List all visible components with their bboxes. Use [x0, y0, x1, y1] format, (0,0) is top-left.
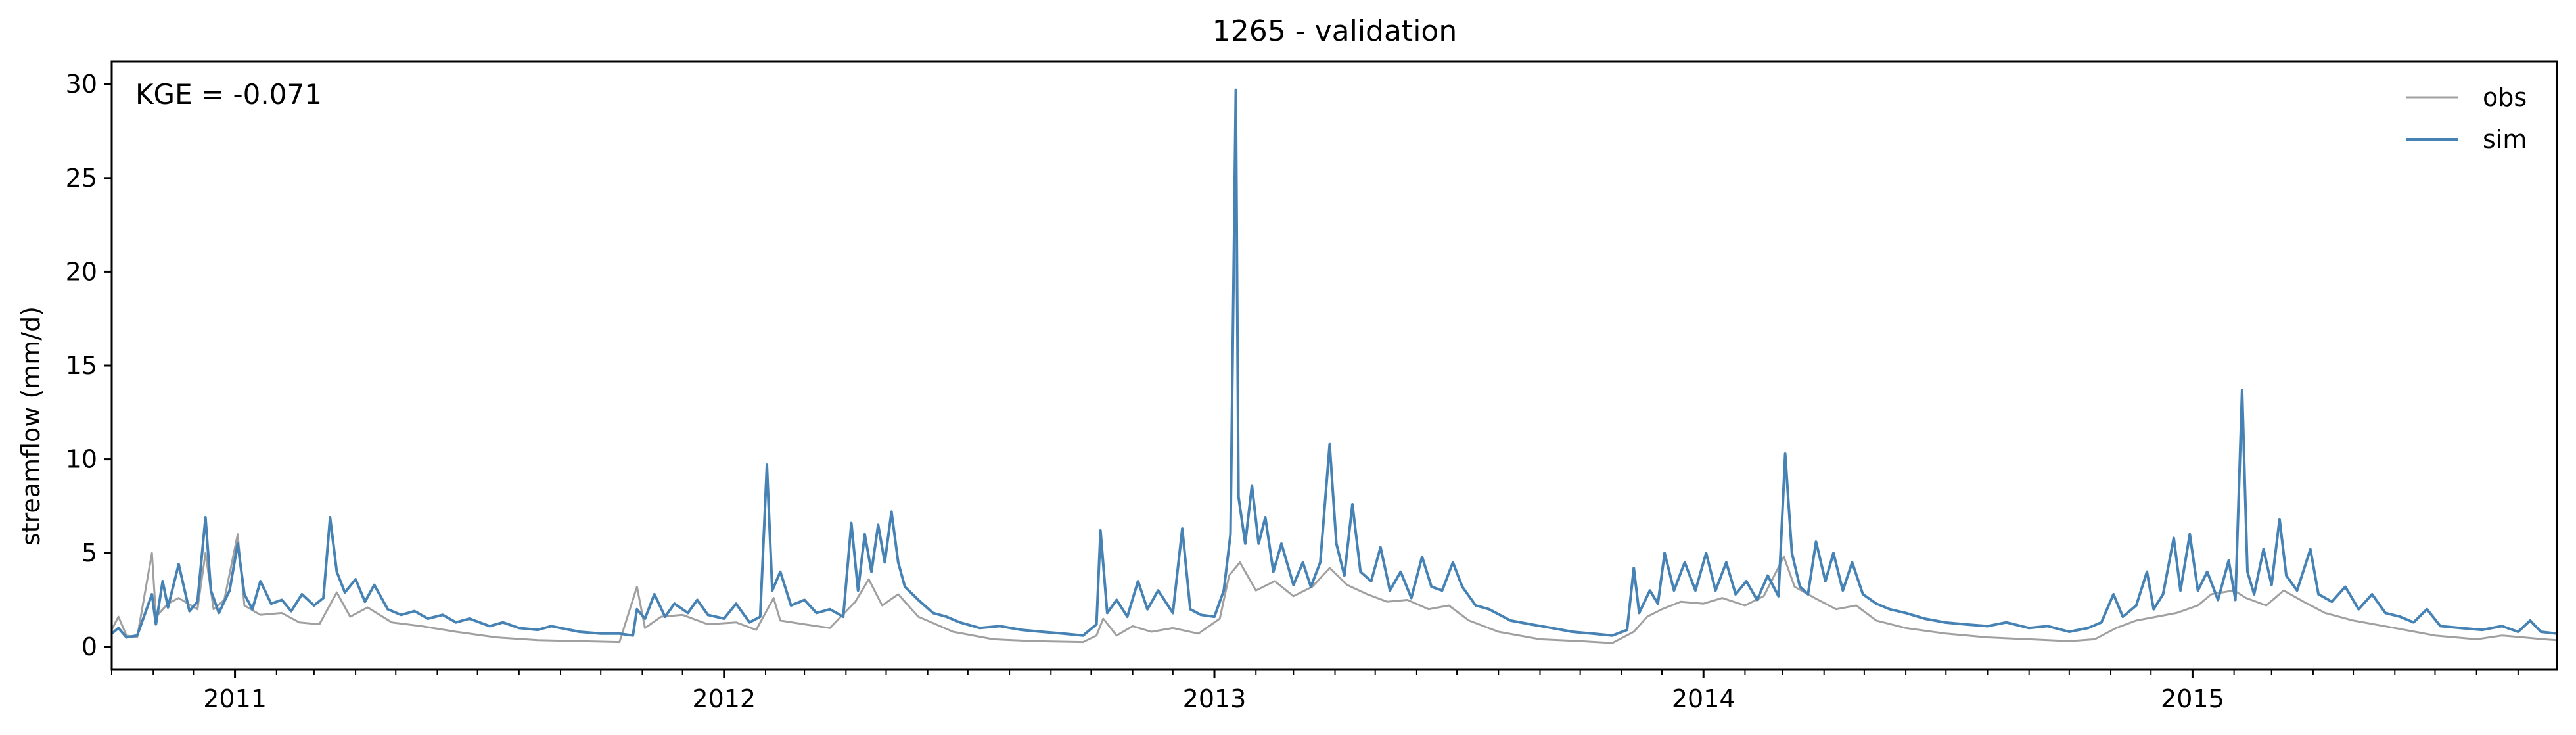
- y-tick-label: 5: [81, 538, 97, 567]
- y-axis-label: streamflow (mm/d): [16, 306, 45, 546]
- x-tick-label: 2014: [1672, 684, 1736, 713]
- axis-ticks: 0 5 10 15 20 25 30 2011 2012 2013 2014 2015: [66, 70, 2519, 713]
- series-line-sim: [110, 88, 2558, 639]
- x-tick-label: 2012: [692, 684, 756, 713]
- x-tick-label: 2015: [2161, 684, 2224, 713]
- y-tick-label: 20: [66, 257, 97, 286]
- series-layer: [110, 88, 2558, 644]
- x-tick-label: 2011: [203, 684, 267, 713]
- x-tick-label: 2013: [1183, 684, 1247, 713]
- kge-annotation: KGE = -0.071: [135, 78, 322, 110]
- y-tick-label: 30: [66, 70, 97, 99]
- plot-frame: [110, 60, 2558, 671]
- y-tick-label: 25: [66, 164, 97, 193]
- legend-label-sim: sim: [2483, 125, 2527, 154]
- series-line-obs: [110, 533, 2558, 644]
- y-tick-label: 10: [66, 445, 97, 474]
- chart-title: 1265 - validation: [1212, 14, 1457, 48]
- legend: obs sim: [2406, 83, 2527, 154]
- y-tick-label: 0: [81, 632, 97, 661]
- legend-label-obs: obs: [2483, 83, 2527, 112]
- y-tick-label: 15: [66, 351, 97, 380]
